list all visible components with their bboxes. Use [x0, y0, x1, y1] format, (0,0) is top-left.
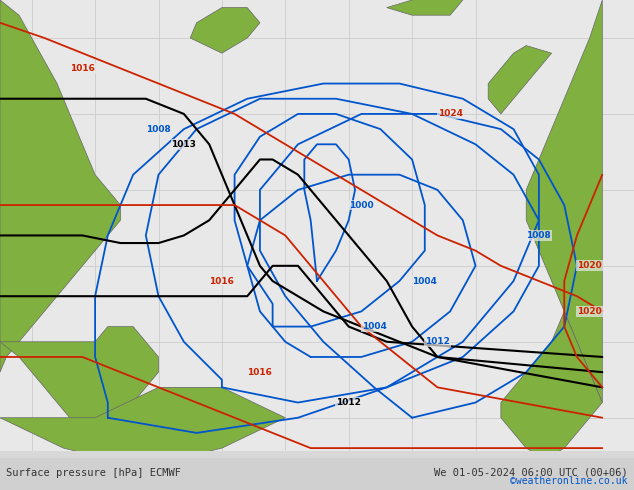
Text: 1013: 1013 — [285, 451, 311, 460]
Text: 1013: 1013 — [171, 140, 197, 149]
Text: Surface pressure [hPa] ECMWF: Surface pressure [hPa] ECMWF — [6, 468, 181, 478]
Text: 1012: 1012 — [425, 337, 450, 346]
Polygon shape — [488, 46, 552, 114]
Text: 1016: 1016 — [70, 64, 95, 73]
Text: 1008: 1008 — [526, 231, 552, 240]
Text: 1004: 1004 — [361, 322, 387, 331]
Text: 1016: 1016 — [209, 276, 235, 286]
Text: 1000: 1000 — [349, 200, 373, 210]
Text: 1020: 1020 — [577, 307, 602, 316]
Polygon shape — [190, 8, 260, 53]
Text: 1016: 1016 — [247, 368, 273, 377]
Text: ©weatheronline.co.uk: ©weatheronline.co.uk — [510, 476, 628, 486]
Text: 1012: 1012 — [336, 398, 361, 407]
Polygon shape — [0, 387, 285, 456]
Text: 1008: 1008 — [146, 124, 171, 134]
Polygon shape — [387, 0, 463, 15]
Polygon shape — [0, 326, 158, 448]
Text: We 01-05-2024 06:00 UTC (00+06): We 01-05-2024 06:00 UTC (00+06) — [434, 468, 628, 478]
Polygon shape — [501, 312, 602, 456]
Polygon shape — [0, 0, 120, 372]
Polygon shape — [526, 0, 602, 403]
Text: 1020: 1020 — [577, 261, 602, 270]
Text: 1004: 1004 — [412, 276, 437, 286]
Text: 1024: 1024 — [437, 109, 463, 119]
